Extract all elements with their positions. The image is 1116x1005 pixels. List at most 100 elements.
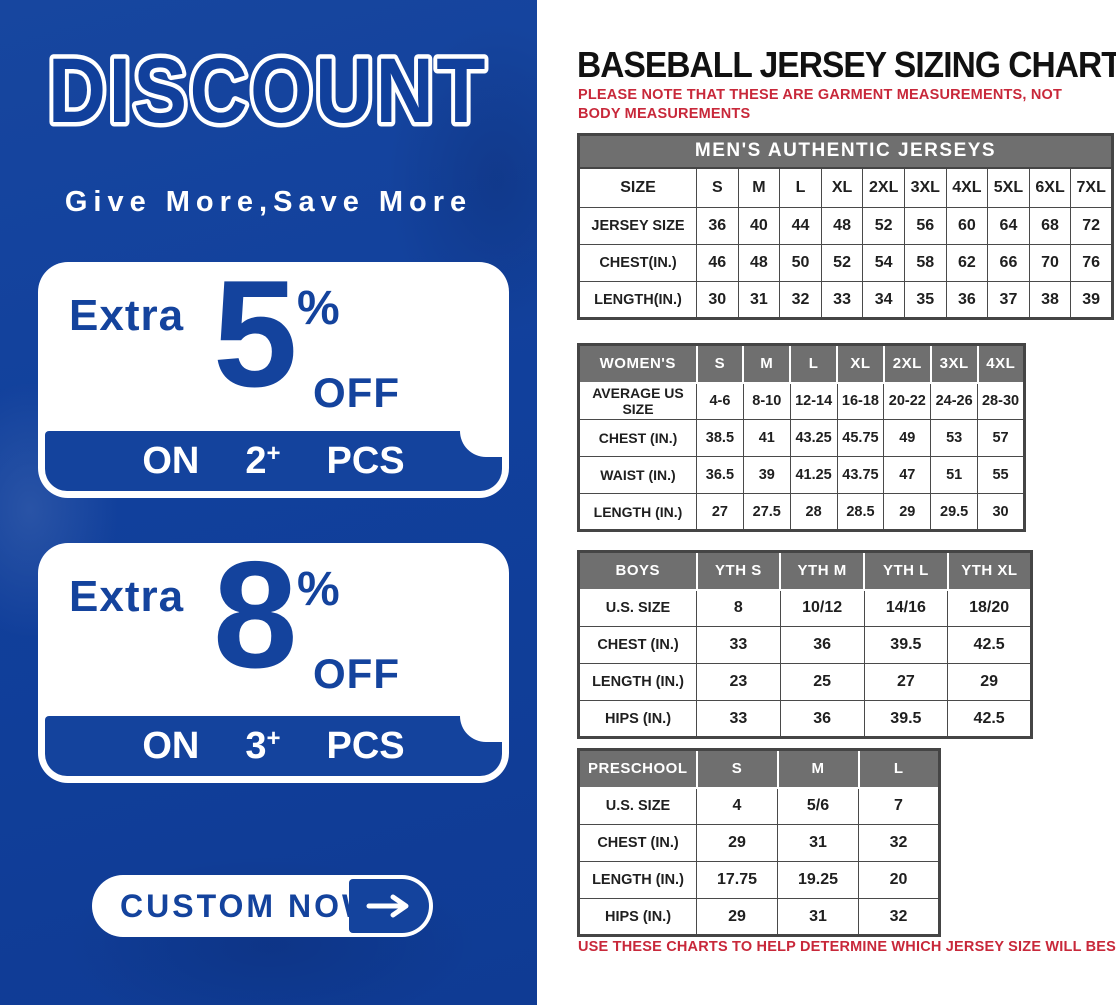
preschool-sizing-table: PRESCHOOL S M L U.S. SIZE 4 5/6 7 CHEST (IN.) 29 3… xyxy=(577,748,941,937)
arrow-right-icon[interactable] xyxy=(349,879,429,933)
row-label: CHEST (IN.) xyxy=(578,626,697,664)
table-cell: 39 xyxy=(1070,281,1113,319)
table-cell: 35 xyxy=(903,281,947,319)
column-header: L xyxy=(779,167,822,208)
table-cell: 27 xyxy=(696,493,744,531)
promo-tagline: Give More,Save More xyxy=(64,186,473,218)
table-cell: 34 xyxy=(862,281,905,319)
table-cell: 30 xyxy=(977,493,1025,531)
table-cell: 60 xyxy=(945,207,989,245)
table-cell: 12-14 xyxy=(789,382,838,420)
table-cell: 27.5 xyxy=(742,493,791,531)
column-header: YTH L xyxy=(863,550,949,591)
table-cell: 32 xyxy=(858,824,940,862)
column-header: S xyxy=(696,167,739,208)
table-row: HIPS (IN.) 29 31 32 xyxy=(578,898,940,936)
table-cell: 20 xyxy=(858,861,940,899)
table-cell: 31 xyxy=(737,281,781,319)
table-row: AVERAGE US SIZE 4-6 8-10 12-14 16-18 20-22 24-… xyxy=(578,382,1025,420)
strip-corner-notch xyxy=(460,716,502,742)
sizing-chart-title: BASEBALL JERSEY SIZING CHART xyxy=(577,44,1116,85)
table-row: CHEST (IN.) 38.5 41 43.25 45.75 49 53 57 xyxy=(578,419,1025,457)
table-row: CHEST(IN.) 46 48 50 52 54 58 62 66 70 76 xyxy=(578,244,1113,282)
table-cell: 51 xyxy=(930,456,979,494)
table-row: WAIST (IN.) 36.5 39 41.25 43.75 47 51 55 xyxy=(578,456,1025,494)
table-cell: 8 xyxy=(696,589,781,627)
column-header: XL xyxy=(836,343,885,384)
table-cell: 28-30 xyxy=(977,382,1025,420)
row-label: LENGTH (IN.) xyxy=(578,493,697,531)
column-header: M xyxy=(776,748,860,789)
column-header: M xyxy=(737,167,781,208)
table-cell: 43.75 xyxy=(836,456,885,494)
custom-now-button[interactable]: CUSTOM NOW xyxy=(92,875,433,937)
column-header: 3XL xyxy=(903,167,947,208)
column-header: YTH M xyxy=(779,550,865,591)
on-label: ON xyxy=(142,724,200,767)
offer-prefix: Extra xyxy=(69,572,185,621)
percent-sign: % xyxy=(297,563,340,616)
column-header: YTH S xyxy=(695,550,782,591)
table-cell: 27 xyxy=(863,663,949,701)
table-cell: 43.25 xyxy=(789,419,838,457)
column-header: 3XL xyxy=(929,343,979,384)
table-cell: 36 xyxy=(779,700,865,738)
table-cell: 29 xyxy=(947,663,1032,701)
table-row: CHEST (IN.) 29 31 32 xyxy=(578,824,940,862)
table-cell: 8-10 xyxy=(742,382,791,420)
table-cell: 38 xyxy=(1028,281,1072,319)
table-cell: 70 xyxy=(1028,244,1072,282)
table-cell: 30 xyxy=(696,281,739,319)
table-cell: 28.5 xyxy=(836,493,885,531)
table-cell: 33 xyxy=(696,626,781,664)
off-label: OFF xyxy=(313,650,400,697)
percent-sign: % xyxy=(297,282,340,335)
column-header: 6XL xyxy=(1028,167,1072,208)
row-label: U.S. SIZE xyxy=(578,589,697,627)
row-label: CHEST(IN.) xyxy=(578,244,697,282)
offer-condition-strip: ON 2+ PCS xyxy=(45,431,502,491)
row-label: CHEST (IN.) xyxy=(578,824,697,862)
womens-sizing-table: WOMEN'S S M L XL 2XL 3XL 4XL AVERAGE US SIZE 4-6 8… xyxy=(577,343,1026,532)
table-cell: 76 xyxy=(1070,244,1113,282)
table-row: LENGTH (IN.) 23 25 27 29 xyxy=(578,663,1032,701)
table-cell: 10/12 xyxy=(779,589,865,627)
table-row: JERSEY SIZE 36 40 44 48 52 56 60 64 68 72 xyxy=(578,207,1113,245)
offer-card-body: Extra 8 % OFF ON 3+ PCS xyxy=(45,535,502,776)
column-header: YTH XL xyxy=(946,550,1033,591)
table-cell: 66 xyxy=(987,244,1030,282)
column-header: 7XL xyxy=(1070,167,1113,208)
table-cell: 5/6 xyxy=(777,787,859,825)
table-header-row: SIZE S M L XL 2XL 3XL 4XL 5XL 6XL 7XL xyxy=(578,167,1113,208)
table-cell: 39.5 xyxy=(863,626,949,664)
table-cell: 48 xyxy=(820,207,864,245)
pcs-label: PCS xyxy=(326,439,405,482)
table-row: CHEST (IN.) 33 36 39.5 42.5 xyxy=(578,626,1032,664)
table-cell: 29 xyxy=(696,898,778,936)
table-cell: 29 xyxy=(696,824,778,862)
offer-percent-value: 5 xyxy=(213,249,298,419)
row-label: HIPS (IN.) xyxy=(578,898,697,936)
plus-sign: + xyxy=(266,724,281,752)
fit-advice-note: USE THESE CHARTS TO HELP DETERMINE WHICH… xyxy=(578,939,1116,955)
table-cell: 36 xyxy=(696,207,739,245)
table-row: HIPS (IN.) 33 36 39.5 42.5 xyxy=(578,700,1032,738)
row-label: LENGTH (IN.) xyxy=(578,663,697,701)
table-cell: 56 xyxy=(903,207,947,245)
table-cell: 39 xyxy=(742,456,791,494)
table-cell: 31 xyxy=(777,824,859,862)
sizing-chart-panel: BASEBALL JERSEY SIZING CHART PLEASE NOTE… xyxy=(537,0,1116,1005)
offer-condition-strip: ON 3+ PCS xyxy=(45,716,502,776)
table-cell: 47 xyxy=(883,456,932,494)
offer-card-body: Extra 5 % OFF ON 2+ PCS xyxy=(45,254,502,491)
table-cell: 29 xyxy=(883,493,932,531)
table-cell: 18/20 xyxy=(947,589,1032,627)
boys-table: BOYS YTH S YTH M YTH L YTH XL U.S. SIZE 8 10/12… xyxy=(577,550,1033,739)
custom-now-label: CUSTOM NOW xyxy=(120,887,376,924)
table-cell: 16-18 xyxy=(836,382,885,420)
row-label: CHEST (IN.) xyxy=(578,419,697,457)
row-label: HIPS (IN.) xyxy=(578,700,697,738)
mens-sizing-table: MEN'S AUTHENTIC JERSEYS SIZE S M L XL 2XL 3XL 4X… xyxy=(577,133,1114,320)
column-header: WOMEN'S xyxy=(577,343,698,384)
column-header: 2XL xyxy=(862,167,905,208)
